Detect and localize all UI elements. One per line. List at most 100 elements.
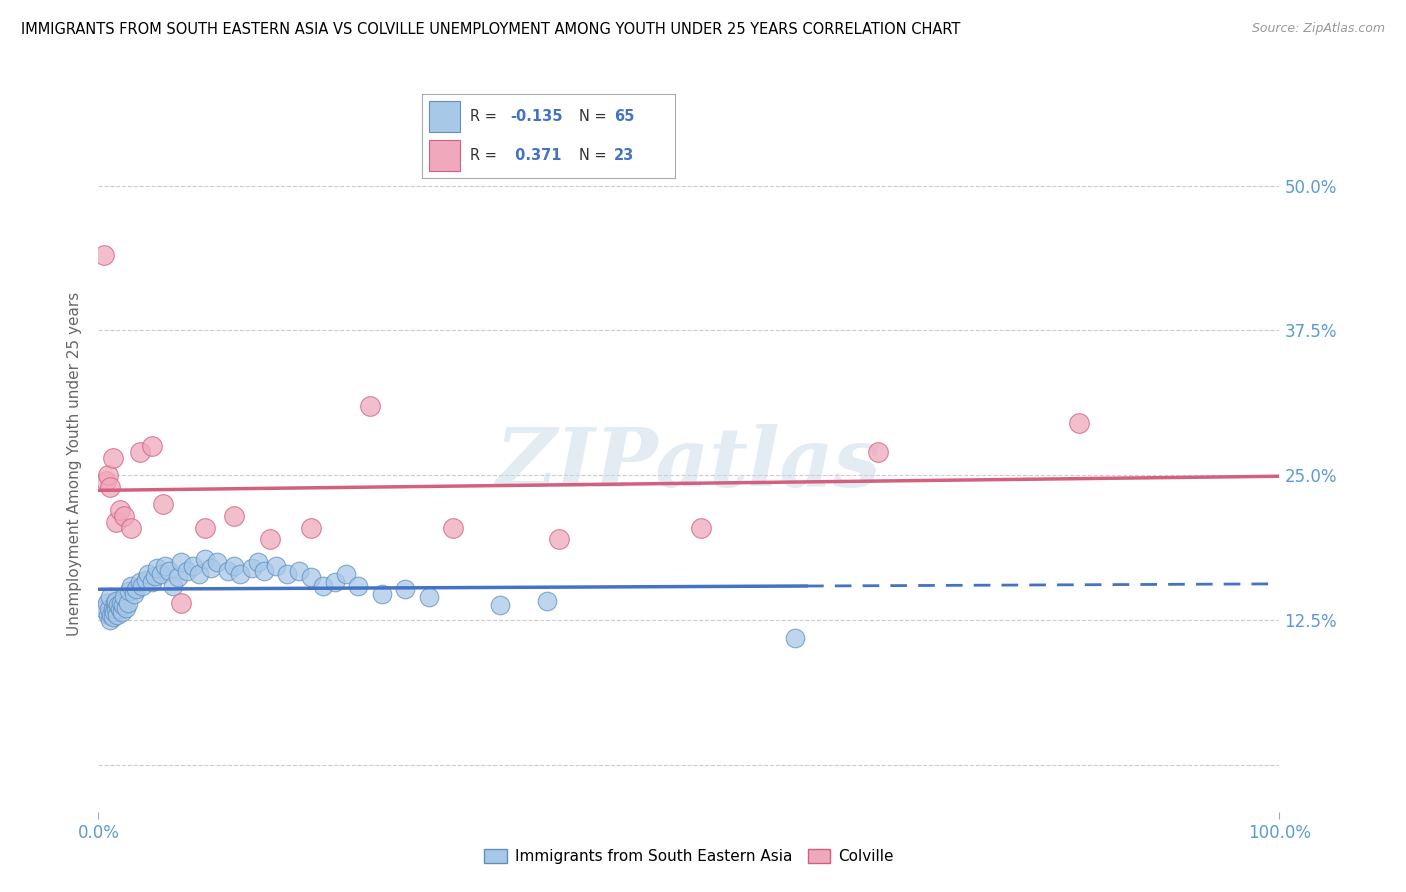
Point — [97, 607, 120, 622]
Point — [153, 558, 176, 573]
Point — [146, 561, 169, 575]
Point — [93, 602, 115, 616]
Point — [689, 521, 711, 535]
Point — [150, 567, 173, 582]
Point — [128, 445, 150, 459]
Point — [224, 558, 246, 573]
Point — [194, 521, 217, 535]
Point — [170, 555, 193, 570]
Point — [785, 631, 807, 645]
Point — [122, 587, 145, 601]
Text: IMMIGRANTS FROM SOUTH EASTERN ASIA VS COLVILLE UNEMPLOYMENT AMONG YOUTH UNDER 25: IMMIGRANTS FROM SOUTH EASTERN ASIA VS CO… — [21, 22, 960, 37]
Text: 65: 65 — [614, 109, 634, 124]
FancyBboxPatch shape — [429, 140, 460, 170]
Point — [112, 508, 135, 523]
Point — [93, 248, 115, 262]
Point — [112, 591, 135, 605]
Point — [323, 575, 346, 590]
Point — [229, 567, 252, 582]
Point — [105, 515, 128, 529]
Point — [105, 593, 128, 607]
Point — [347, 579, 370, 593]
Point — [359, 399, 381, 413]
Point — [143, 569, 166, 583]
Point — [166, 570, 188, 584]
Point — [108, 503, 131, 517]
Point — [288, 564, 311, 578]
Point — [107, 599, 129, 613]
Point — [118, 584, 141, 599]
Point — [101, 451, 124, 466]
Point — [489, 599, 512, 613]
Point — [162, 579, 184, 593]
Legend: Immigrants from South Eastern Asia, Colville: Immigrants from South Eastern Asia, Colv… — [478, 843, 900, 871]
Point — [131, 579, 153, 593]
Point — [94, 475, 117, 489]
Point — [441, 521, 464, 535]
Point — [128, 575, 150, 590]
Point — [117, 596, 139, 610]
Point — [276, 567, 298, 582]
Text: -0.135: -0.135 — [510, 109, 562, 124]
Point — [105, 602, 128, 616]
Point — [205, 555, 228, 570]
Point — [299, 521, 322, 535]
Point — [335, 567, 357, 582]
Point — [141, 575, 163, 590]
Text: R =: R = — [470, 109, 502, 124]
Point — [224, 508, 246, 523]
Point — [187, 567, 209, 582]
Point — [536, 593, 558, 607]
Point — [152, 498, 174, 512]
Text: 0.371: 0.371 — [510, 148, 562, 163]
Point — [105, 607, 128, 622]
Point — [141, 440, 163, 454]
Point — [1067, 417, 1090, 431]
Point — [194, 552, 217, 566]
Point — [104, 596, 127, 610]
Point — [111, 605, 134, 619]
Point — [100, 607, 122, 622]
Point — [125, 582, 148, 596]
Point — [110, 596, 132, 610]
Point — [98, 480, 121, 494]
Point — [170, 596, 193, 610]
Point — [112, 599, 135, 613]
Point — [101, 610, 124, 624]
Point — [371, 587, 394, 601]
Point — [246, 555, 269, 570]
Point — [181, 558, 204, 573]
Point — [866, 445, 889, 459]
Point — [101, 602, 124, 616]
Point — [98, 602, 121, 616]
Text: ZIPatlas: ZIPatlas — [496, 424, 882, 504]
Point — [114, 600, 136, 615]
Point — [394, 582, 416, 596]
Text: R =: R = — [470, 148, 502, 163]
Point — [548, 532, 571, 546]
Point — [200, 561, 222, 575]
Point — [103, 605, 125, 619]
Point — [299, 570, 322, 584]
Point — [418, 591, 440, 605]
Point — [135, 573, 157, 587]
Point — [240, 561, 263, 575]
Point — [136, 567, 159, 582]
Text: Source: ZipAtlas.com: Source: ZipAtlas.com — [1251, 22, 1385, 36]
Point — [96, 596, 118, 610]
Y-axis label: Unemployment Among Youth under 25 years: Unemployment Among Youth under 25 years — [67, 292, 83, 636]
Point — [98, 614, 121, 628]
Point — [312, 579, 335, 593]
Point — [264, 558, 287, 573]
Point — [217, 564, 239, 578]
Point — [176, 564, 198, 578]
Point — [121, 521, 143, 535]
Text: 23: 23 — [614, 148, 634, 163]
Point — [253, 564, 276, 578]
Text: N =: N = — [579, 148, 612, 163]
FancyBboxPatch shape — [429, 102, 460, 132]
Point — [108, 602, 131, 616]
Text: N =: N = — [579, 109, 612, 124]
Point — [97, 468, 120, 483]
Point — [157, 564, 180, 578]
